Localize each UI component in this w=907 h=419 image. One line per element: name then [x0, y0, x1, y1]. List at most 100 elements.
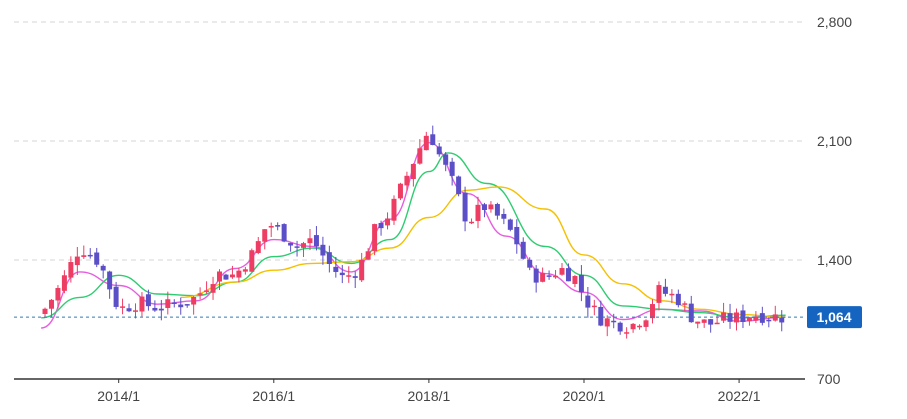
candle-body [171, 302, 177, 304]
candle-body [87, 254, 93, 257]
candle-body [307, 238, 313, 244]
candle-body [113, 286, 119, 307]
candle-body [423, 135, 429, 151]
candle-body [81, 255, 87, 257]
candle-body [475, 204, 481, 221]
candle-body [643, 320, 649, 327]
candle-body [578, 274, 584, 293]
candle-body [391, 198, 397, 221]
candle-body [326, 252, 332, 264]
candle-body [708, 319, 714, 325]
candle-body [301, 243, 307, 248]
candle-body [565, 268, 571, 282]
candle-body [126, 308, 132, 312]
candle-body [501, 213, 507, 219]
candle-body [74, 256, 80, 266]
candle-body [721, 312, 727, 321]
candle-body [695, 321, 701, 324]
candle-body [410, 163, 416, 180]
candle-body [520, 241, 526, 259]
candle-body [229, 274, 235, 278]
candle-body [365, 251, 371, 260]
candle-body [378, 222, 384, 229]
candle-body [443, 154, 449, 165]
candle-body [753, 316, 759, 321]
x-tick-label: 2016/1 [252, 388, 295, 404]
x-tick-label: 2020/1 [563, 388, 606, 404]
grid-layer [14, 21, 805, 261]
candle-body [139, 296, 145, 312]
candle-body [385, 218, 391, 226]
candle-body [514, 226, 520, 245]
candle-body [604, 318, 610, 327]
candle-body [404, 175, 410, 186]
candle-body [281, 224, 287, 242]
candle-body [313, 235, 319, 247]
candle-body [527, 259, 533, 268]
candle-body [55, 287, 61, 301]
candle-body [120, 306, 126, 308]
candle-body [165, 299, 171, 308]
candle-body [682, 303, 688, 305]
candle-body [249, 250, 255, 272]
candle-body [94, 252, 100, 265]
candle-body [533, 268, 539, 283]
candle-body [100, 265, 106, 271]
candle-body [339, 272, 345, 276]
candle-body [132, 310, 138, 312]
candle-body [217, 271, 223, 282]
axis-layer: 2,800 2,100 1,400 700 2014/1 2016/1 2018/1 2020… [14, 14, 852, 404]
x-tick-label: 2022/1 [718, 388, 761, 404]
y-tick-label: 1,400 [817, 252, 852, 268]
candle-body [223, 274, 229, 280]
candle-body [617, 322, 623, 332]
current-price-layer: 1,064 [14, 306, 862, 329]
candle-body [688, 303, 694, 323]
candle-body [242, 269, 248, 272]
candle-body [436, 146, 442, 155]
candle-body [333, 266, 339, 272]
candle-body [611, 320, 617, 323]
candle-body [204, 290, 210, 292]
candle-body [714, 322, 720, 325]
candle-body [494, 204, 500, 216]
candle-body [637, 325, 643, 328]
candle-body [585, 295, 591, 308]
candle-body [759, 313, 765, 323]
y-tick-label: 2,800 [817, 14, 852, 30]
candle-body [701, 319, 707, 323]
candle-body [191, 296, 197, 305]
candle-body [288, 242, 294, 246]
current-price-label: 1,064 [816, 309, 851, 325]
ma-mid-line [41, 152, 786, 319]
candle-body [507, 219, 513, 230]
candle-body [197, 293, 203, 295]
candle-body [740, 310, 746, 322]
candle-body [359, 259, 365, 281]
candle-body [669, 293, 675, 296]
candle-body [546, 275, 552, 277]
candle-body [236, 270, 242, 278]
candle-body [553, 275, 559, 278]
candle-body [42, 308, 48, 314]
y-tick-label: 2,100 [817, 133, 852, 149]
candle-body [158, 308, 164, 311]
x-tick-label: 2018/1 [407, 388, 450, 404]
x-tick-label: 2014/1 [97, 388, 140, 404]
candle-body [779, 317, 785, 323]
candle-body [275, 225, 281, 227]
candle-body [656, 285, 662, 303]
candle-body [572, 276, 578, 284]
candle-body [262, 229, 268, 242]
candle-body [766, 319, 772, 322]
candle-body [61, 275, 67, 291]
candle-body [48, 299, 54, 309]
candle-body [68, 262, 74, 278]
candlestick-layer [42, 125, 785, 339]
candle-body [456, 176, 462, 195]
candle-body [320, 244, 326, 256]
candle-body [372, 224, 378, 252]
candle-body [469, 221, 475, 224]
